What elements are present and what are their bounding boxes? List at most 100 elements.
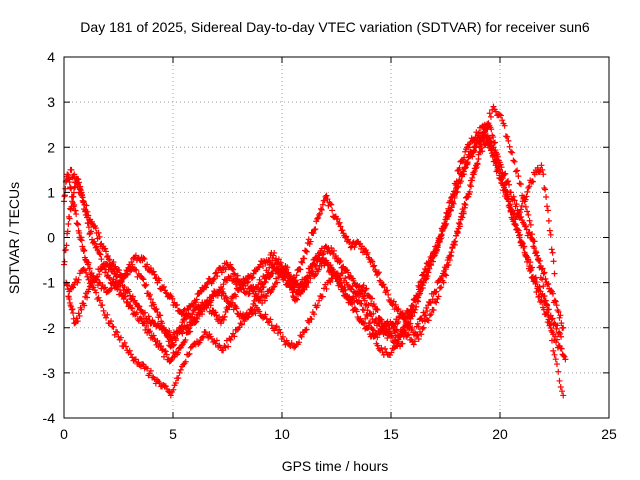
data-point xyxy=(288,340,295,347)
data-point xyxy=(549,315,556,322)
data-point xyxy=(124,298,131,305)
y-tick-label: 0 xyxy=(47,230,55,246)
data-point xyxy=(465,144,472,151)
data-point xyxy=(492,108,499,115)
data-point xyxy=(80,248,87,255)
data-point xyxy=(378,316,385,323)
x-tick-label: 20 xyxy=(492,426,508,442)
data-point xyxy=(308,264,315,271)
data-point xyxy=(150,332,157,339)
data-point xyxy=(140,254,147,261)
data-point xyxy=(129,305,136,312)
data-point xyxy=(439,228,446,235)
y-axis-label: SDTVAR / TECUs xyxy=(6,182,22,294)
data-point xyxy=(144,365,151,372)
data-point xyxy=(232,293,239,300)
data-point xyxy=(532,248,539,255)
data-point xyxy=(421,312,428,319)
data-point xyxy=(302,248,309,255)
data-point xyxy=(170,386,177,393)
data-point xyxy=(497,170,504,177)
data-point xyxy=(170,341,177,348)
data-point xyxy=(231,270,238,277)
data-point xyxy=(146,329,153,336)
data-point xyxy=(399,340,406,347)
data-point xyxy=(256,276,263,283)
data-point xyxy=(549,337,556,344)
data-point xyxy=(526,267,533,274)
data-point xyxy=(64,228,71,235)
data-point xyxy=(69,306,76,313)
data-point xyxy=(277,329,284,336)
data-point xyxy=(504,193,511,200)
data-point xyxy=(388,349,395,356)
data-point xyxy=(329,207,336,214)
data-point xyxy=(535,255,542,262)
data-point xyxy=(121,339,128,346)
data-point xyxy=(194,315,201,322)
data-point xyxy=(423,269,430,276)
data-point xyxy=(433,248,440,255)
data-point xyxy=(139,275,146,282)
data-point xyxy=(475,156,482,163)
data-point xyxy=(233,305,240,312)
data-point xyxy=(462,148,469,155)
data-point xyxy=(220,281,227,288)
data-point xyxy=(234,272,241,279)
data-point xyxy=(316,211,323,218)
data-point xyxy=(106,257,113,264)
data-point xyxy=(317,205,324,212)
data-point xyxy=(409,325,416,332)
data-point xyxy=(145,313,152,320)
data-point xyxy=(497,112,504,119)
data-point xyxy=(444,213,451,220)
data-point xyxy=(553,336,560,343)
data-point xyxy=(540,283,547,290)
data-point xyxy=(543,309,550,316)
data-point xyxy=(449,198,456,205)
data-point xyxy=(337,223,344,230)
data-point xyxy=(273,275,280,282)
data-point xyxy=(514,167,521,174)
data-point xyxy=(67,206,74,213)
data-point xyxy=(361,320,368,327)
data-point xyxy=(62,185,69,192)
data-point xyxy=(277,259,284,266)
data-point xyxy=(506,143,513,150)
data-point xyxy=(418,331,425,338)
data-point xyxy=(419,325,426,332)
data-point xyxy=(494,167,501,174)
x-tick-label: 10 xyxy=(274,426,290,442)
data-point xyxy=(263,293,270,300)
data-point xyxy=(248,275,255,282)
data-point xyxy=(135,359,142,366)
data-point xyxy=(102,284,109,291)
data-point xyxy=(525,211,532,218)
data-point xyxy=(349,282,356,289)
data-point xyxy=(436,285,443,292)
data-point xyxy=(126,288,133,295)
data-point xyxy=(163,351,170,358)
data-point xyxy=(260,314,267,321)
data-point xyxy=(485,120,492,127)
data-point xyxy=(369,258,376,265)
data-point xyxy=(73,211,80,218)
data-point xyxy=(324,259,331,266)
data-point xyxy=(433,288,440,295)
data-point xyxy=(267,316,274,323)
data-point xyxy=(133,267,140,274)
data-point xyxy=(512,216,519,223)
data-point xyxy=(262,311,269,318)
data-point xyxy=(551,270,558,277)
data-point xyxy=(286,278,293,285)
data-point xyxy=(84,208,91,215)
data-point xyxy=(352,289,359,296)
data-point xyxy=(212,340,219,347)
data-point xyxy=(438,284,445,291)
data-point xyxy=(175,375,182,382)
data-point xyxy=(116,267,123,274)
data-point xyxy=(516,180,523,187)
data-point xyxy=(513,201,520,208)
data-point xyxy=(443,220,450,227)
data-point xyxy=(420,279,427,286)
